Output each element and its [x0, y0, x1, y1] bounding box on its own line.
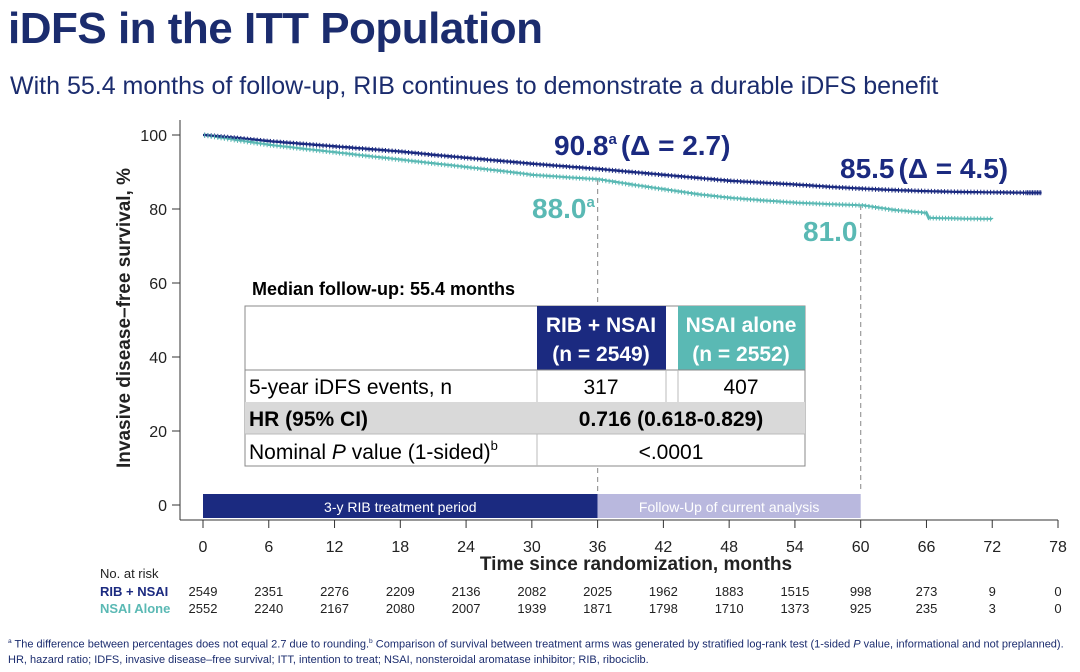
risk-cell: 0 [1054, 601, 1061, 616]
censor-marks [204, 132, 1042, 222]
risk-cell: 273 [916, 584, 938, 599]
y-ticks: 0 20 40 60 80 100 [140, 128, 180, 515]
inset-hr-row-bg [245, 402, 805, 434]
period-label: 3-y RIB treatment period [324, 499, 477, 515]
inset-row-p-label: Nominal P value (1-sided)b [249, 438, 498, 464]
risk-cell: 1515 [780, 584, 809, 599]
risk-cell: 1373 [780, 601, 809, 616]
inset-col-rib-n: (n = 2549) [552, 343, 649, 366]
risk-cell: 998 [850, 584, 872, 599]
risk-cell: 3 [989, 601, 996, 616]
risk-cell: 2080 [386, 601, 415, 616]
risk-table: RIB + NSAI 2549 2351 2276 2209 2136 2082 2025 19… [100, 584, 1062, 616]
risk-cell: 235 [916, 601, 938, 616]
x-tick-label: 36 [589, 539, 607, 556]
inset-row-p-value: <.0001 [639, 441, 704, 464]
x-tick-label: 6 [264, 539, 273, 556]
risk-table-header: No. at risk [100, 566, 159, 581]
x-tick-label: 72 [983, 539, 1001, 556]
slide-title: iDFS in the ITT Population [8, 4, 543, 53]
x-tick-label: 78 [1049, 539, 1067, 556]
annotation-rib-36: 90.8a (Δ = 2.7) [554, 130, 730, 161]
risk-cell: 2552 [189, 601, 218, 616]
risk-cell: 9 [989, 584, 996, 599]
x-tick-label: 48 [720, 539, 738, 556]
inset-col-nsai-header [678, 306, 805, 370]
x-tick-label: 60 [852, 539, 870, 556]
risk-row-label: RIB + NSAI [100, 584, 168, 599]
risk-cell: 2007 [452, 601, 481, 616]
footnote-line-2: HR, hazard ratio; IDFS, invasive disease… [8, 654, 649, 666]
risk-cell: 2167 [320, 601, 349, 616]
inset-table: Median follow-up: 55.4 months RIB + NSAI… [244, 279, 806, 467]
inset-row-events-label: 5-year iDFS events, n [249, 376, 452, 399]
inset-row-hr-value: 0.716 (0.618-0.829) [579, 408, 763, 431]
y-tick-label: 80 [149, 202, 167, 219]
risk-cell: 1939 [517, 601, 546, 616]
inset-col-nsai-name: NSAI alone [686, 314, 797, 337]
x-tick-label: 12 [326, 539, 344, 556]
risk-cell: 1798 [649, 601, 678, 616]
annotation-nsai-36: 88.0a [532, 193, 596, 224]
y-tick-label: 20 [149, 424, 167, 441]
risk-cell: 1883 [715, 584, 744, 599]
x-tick-label: 18 [391, 539, 409, 556]
y-tick-label: 60 [149, 276, 167, 293]
risk-cell: 2082 [517, 584, 546, 599]
inset-row-hr-label: HR (95% CI) [249, 408, 368, 431]
x-tick-label: 42 [654, 539, 672, 556]
y-tick-label: 100 [140, 128, 167, 145]
series-nsai-alone-line [203, 134, 994, 220]
risk-cell: 2276 [320, 584, 349, 599]
period-bar [597, 494, 861, 518]
x-ticks: 0 6 12 18 24 30 36 42 48 54 60 66 72 78 [199, 520, 1067, 556]
x-tick-label: 54 [786, 539, 804, 556]
risk-cell: 2025 [583, 584, 612, 599]
y-axis-label: Invasive disease–free survival, % [114, 168, 135, 468]
period-bar [203, 494, 598, 518]
period-bars: 3-y RIB treatment period Follow-Up of cur… [203, 494, 861, 518]
inset-row-events-rib: 317 [583, 376, 618, 399]
risk-cell: 2549 [189, 584, 218, 599]
risk-cell: 2240 [254, 601, 283, 616]
period-label: Follow-Up of current analysis [639, 499, 820, 515]
x-axis-label: Time since randomization, months [480, 554, 792, 575]
risk-cell: 1962 [649, 584, 678, 599]
risk-cell: 1871 [583, 601, 612, 616]
risk-cell: 2136 [452, 584, 481, 599]
inset-row-events-nsai: 407 [723, 376, 758, 399]
series-rib-nsai-line [203, 133, 1042, 194]
footnote-line-1: a The difference between percentages doe… [8, 638, 1064, 651]
risk-cell: 925 [850, 601, 872, 616]
risk-cell: 0 [1054, 584, 1061, 599]
risk-row-label: NSAI Alone [100, 601, 170, 616]
x-tick-label: 30 [523, 539, 541, 556]
annotation-rib-60: 85.5 (Δ = 4.5) [840, 153, 1008, 184]
x-tick-label: 66 [918, 539, 936, 556]
x-tick-label: 0 [199, 539, 208, 556]
inset-caption: Median follow-up: 55.4 months [252, 279, 515, 299]
inset-col-nsai-n: (n = 2552) [692, 343, 789, 366]
annotation-nsai-60: 81.0 [803, 216, 858, 247]
slide-subtitle: With 55.4 months of follow-up, RIB conti… [10, 72, 939, 100]
inset-col-rib-header [537, 306, 666, 370]
risk-cell: 2209 [386, 584, 415, 599]
y-tick-label: 0 [158, 498, 167, 515]
risk-cell: 2351 [254, 584, 283, 599]
risk-cell: 1710 [715, 601, 744, 616]
y-tick-label: 40 [149, 350, 167, 367]
inset-col-rib-name: RIB + NSAI [546, 314, 656, 337]
x-tick-label: 24 [457, 539, 475, 556]
